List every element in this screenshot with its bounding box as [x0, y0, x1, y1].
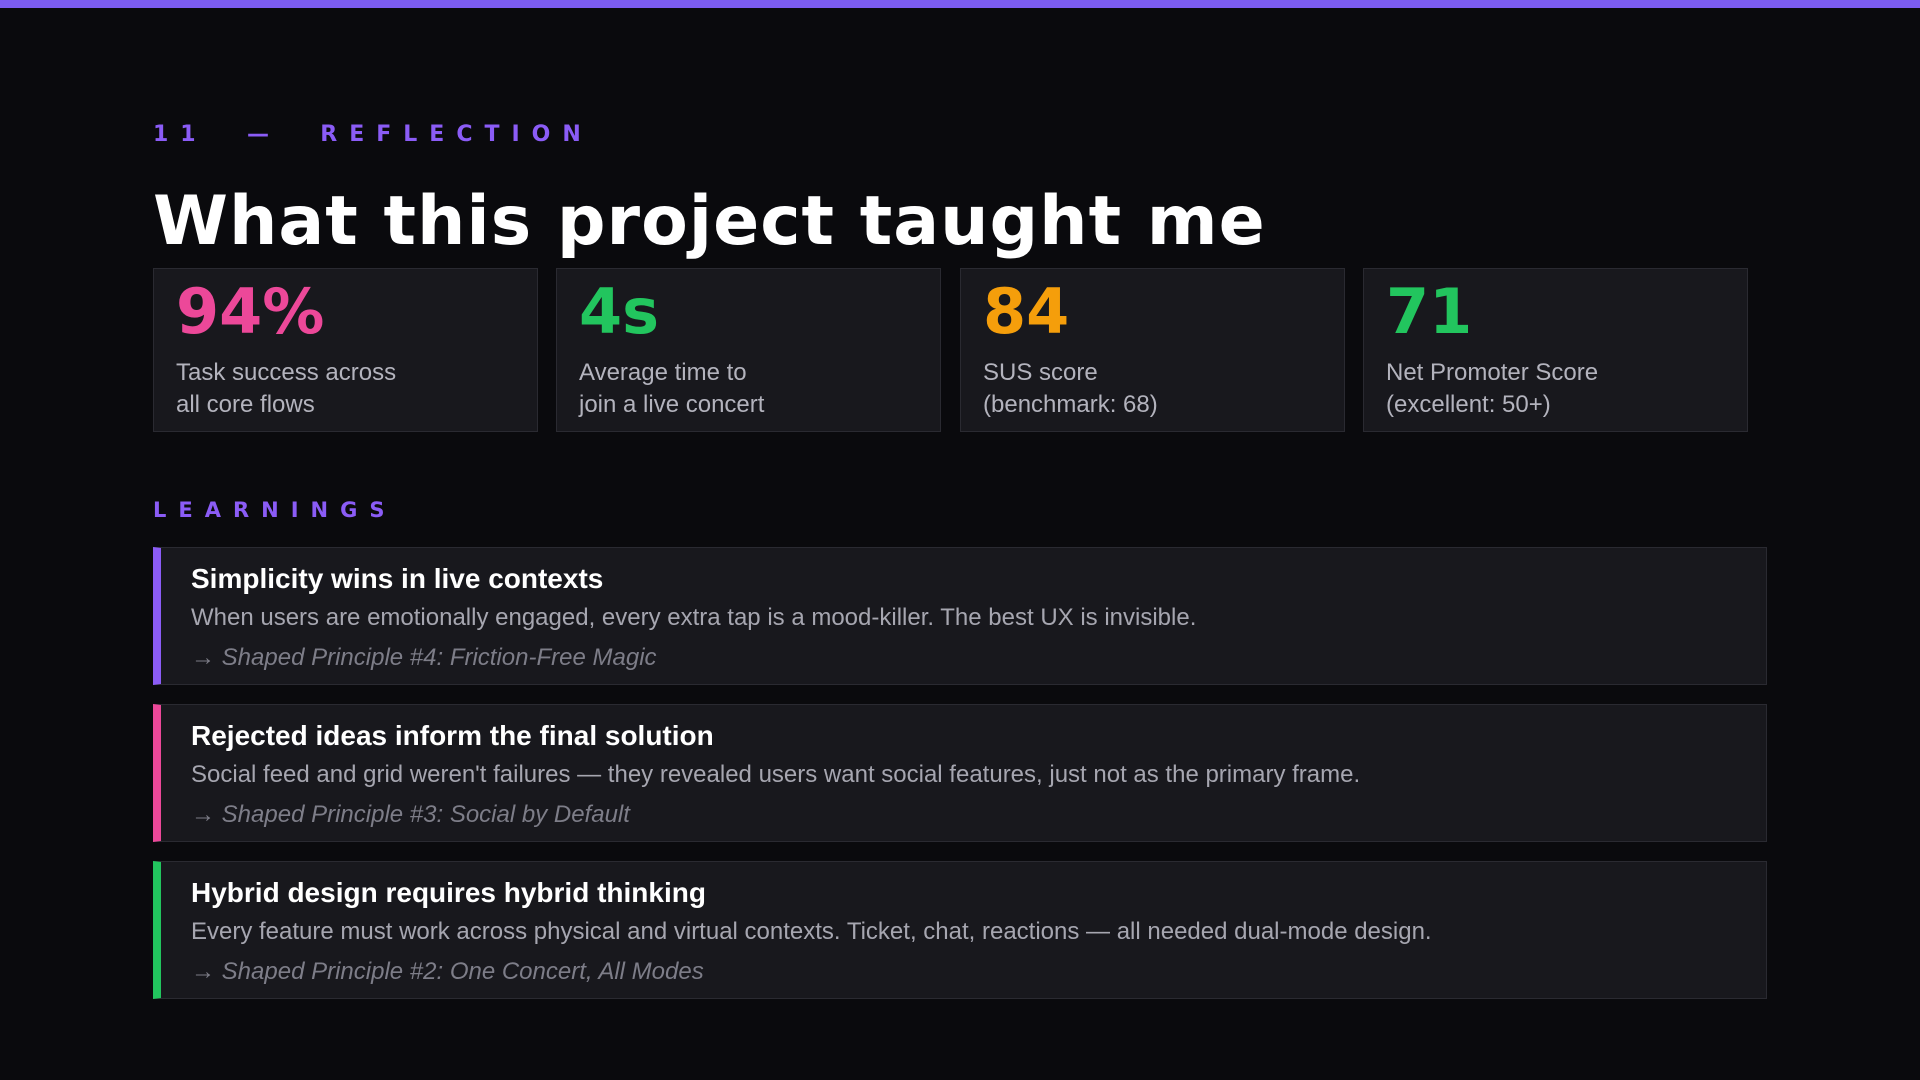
- section-eyebrow: 11 — REFLECTION: [153, 122, 593, 147]
- metric-card-task-success: 94% Task success across all core flows: [153, 268, 538, 432]
- page-title: What this project taught me: [153, 182, 1266, 261]
- top-accent-bar: [0, 0, 1920, 8]
- section-number: 11: [153, 122, 208, 147]
- learning-title: Simplicity wins in live contexts: [191, 563, 604, 594]
- metric-label-line: SUS score: [983, 359, 1098, 386]
- metric-value: 94%: [176, 275, 325, 348]
- metric-label: Task success across all core flows: [176, 357, 515, 421]
- section-label: REFLECTION: [320, 122, 593, 147]
- metric-card-sus: 84 SUS score (benchmark: 68): [960, 268, 1345, 432]
- learning-principle: → Shaped Principle #3: Social by Default: [191, 801, 630, 828]
- learning-item: Hybrid design requires hybrid thinking E…: [153, 861, 1767, 999]
- metric-value: 71: [1386, 275, 1473, 348]
- metric-card-nps: 71 Net Promoter Score (excellent: 50+): [1363, 268, 1748, 432]
- metric-label-line: (benchmark: 68): [983, 391, 1158, 418]
- learning-description: Social feed and grid weren't failures — …: [191, 761, 1361, 788]
- metric-label-line: Net Promoter Score: [1386, 359, 1599, 386]
- metric-value: 84: [983, 275, 1070, 348]
- metric-label-line: join a live concert: [579, 391, 765, 418]
- learning-principle: → Shaped Principle #4: Friction-Free Mag…: [191, 644, 657, 671]
- metric-label-line: (excellent: 50+): [1386, 391, 1551, 418]
- learning-title: Hybrid design requires hybrid thinking: [191, 877, 706, 908]
- metric-value: 4s: [579, 275, 660, 348]
- metric-card-join-time: 4s Average time to join a live concert: [556, 268, 941, 432]
- metric-label-line: Average time to: [579, 359, 747, 386]
- learning-description: Every feature must work across physical …: [191, 918, 1432, 945]
- learning-title: Rejected ideas inform the final solution: [191, 720, 714, 751]
- metric-label-line: Task success across: [176, 359, 397, 386]
- metric-label: Average time to join a live concert: [579, 357, 918, 421]
- learning-item: Rejected ideas inform the final solution…: [153, 704, 1767, 842]
- learning-item: Simplicity wins in live contexts When us…: [153, 547, 1767, 685]
- learning-description: When users are emotionally engaged, ever…: [191, 604, 1197, 631]
- learning-principle: → Shaped Principle #2: One Concert, All …: [191, 958, 704, 985]
- metric-label: Net Promoter Score (excellent: 50+): [1386, 357, 1725, 421]
- metric-label-line: all core flows: [176, 391, 315, 418]
- metric-label: SUS score (benchmark: 68): [983, 357, 1322, 421]
- learnings-heading: LEARNINGS: [153, 498, 397, 522]
- eyebrow-dash: —: [246, 122, 281, 147]
